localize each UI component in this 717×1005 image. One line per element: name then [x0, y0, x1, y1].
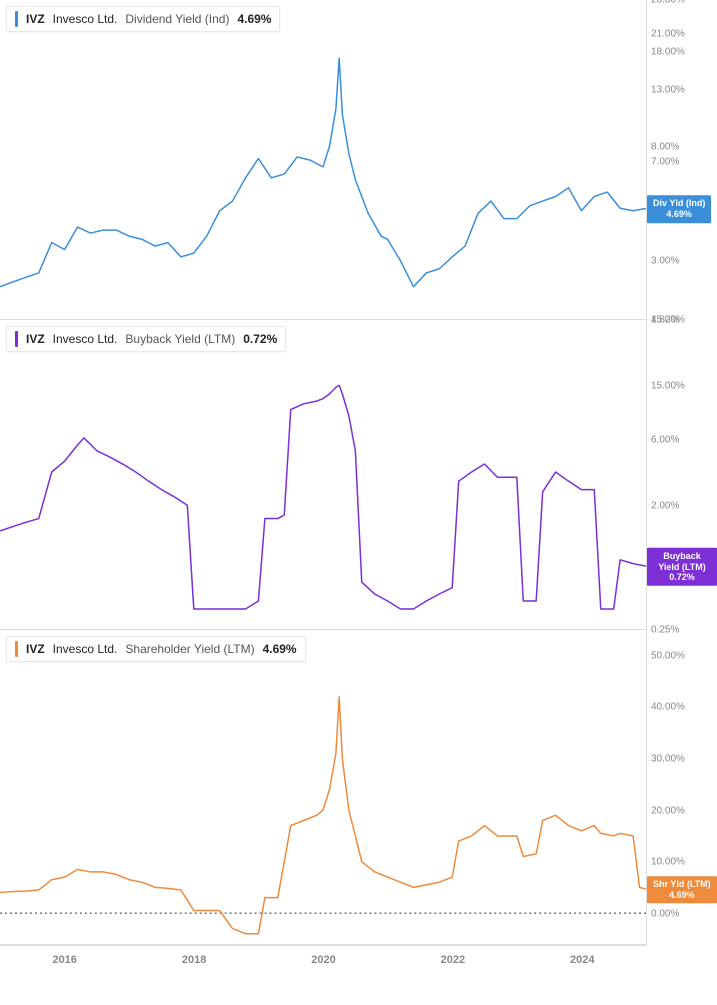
- chart-panel-shareholder[interactable]: IVZ Invesco Ltd. Shareholder Yield (LTM) 4.…: [0, 630, 717, 975]
- x-tick: 2018: [182, 954, 206, 966]
- y-tick: 21.00%: [651, 28, 685, 39]
- metric-value: 0.72%: [243, 332, 277, 346]
- y-tick: 28.00%: [651, 0, 685, 6]
- chart-header-dividend[interactable]: IVZ Invesco Ltd. Dividend Yield (Ind) 4.69%: [6, 6, 280, 32]
- current-value-badge-dividend[interactable]: Div Yld (Ind)4.69%: [647, 195, 711, 223]
- line-chart-shareholder: [0, 630, 646, 944]
- y-tick: 2.00%: [651, 500, 679, 511]
- metric-value: 4.69%: [263, 642, 297, 656]
- x-tick: 2022: [441, 954, 465, 966]
- y-tick: 15.00%: [651, 380, 685, 391]
- y-axis-buyback: 45.00%15.00%6.00%2.00%0.25%Buyback Yield…: [647, 320, 717, 630]
- badge-value: 4.69%: [653, 890, 711, 901]
- ticker-symbol: IVZ: [26, 642, 45, 656]
- company-name: Invesco Ltd.: [53, 332, 118, 346]
- y-tick: 50.00%: [651, 650, 685, 661]
- line-chart-buyback: [0, 320, 646, 629]
- y-tick: 8.00%: [651, 141, 679, 152]
- company-name: Invesco Ltd.: [53, 12, 118, 26]
- y-tick: 6.00%: [651, 435, 679, 446]
- line-chart-dividend: [0, 0, 646, 319]
- plot-area-buyback[interactable]: [0, 320, 647, 630]
- badge-value: 0.72%: [653, 572, 711, 583]
- badge-label: Buyback Yield (LTM): [653, 551, 711, 573]
- metric-value: 4.69%: [237, 12, 271, 26]
- ticker-symbol: IVZ: [26, 12, 45, 26]
- current-value-badge-buyback[interactable]: Buyback Yield (LTM)0.72%: [647, 548, 717, 586]
- y-tick: 30.00%: [651, 754, 685, 765]
- y-tick: 10.00%: [651, 857, 685, 868]
- y-tick: 40.00%: [651, 702, 685, 713]
- y-tick: 0.00%: [651, 909, 679, 920]
- metric-label: Dividend Yield (Ind): [125, 12, 229, 26]
- x-tick: 2024: [570, 954, 594, 966]
- x-tick: 2016: [52, 954, 76, 966]
- chart-header-buyback[interactable]: IVZ Invesco Ltd. Buyback Yield (LTM) 0.72%: [6, 326, 286, 352]
- y-tick: 20.00%: [651, 805, 685, 816]
- y-axis-dividend: 28.00%21.00%18.00%13.00%8.00%7.00%5.00%3…: [647, 0, 717, 320]
- y-axis-shareholder: 50.00% 40.00% 30.00% 20.00% 10.00% 0.00% Shr Y…: [647, 630, 717, 945]
- current-value-badge-shareholder[interactable]: Shr Yld (LTM)4.69%: [647, 876, 717, 904]
- metric-label: Shareholder Yield (LTM): [125, 642, 254, 656]
- company-name: Invesco Ltd.: [53, 642, 118, 656]
- chart-panel-buyback[interactable]: IVZInvesco Ltd.Buyback Yield (LTM)0.72%4…: [0, 320, 717, 630]
- badge-label: Div Yld (Ind): [653, 198, 705, 209]
- y-tick: 13.00%: [651, 84, 685, 95]
- plot-area-dividend[interactable]: [0, 0, 647, 320]
- charts-container: IVZ Invesco Ltd. Dividend Yield (Ind) 4.69%…: [0, 0, 717, 1005]
- x-axis: 2016 2018 2020 2022 2024: [0, 945, 647, 975]
- x-tick: 2020: [311, 954, 335, 966]
- color-indicator: [15, 11, 18, 27]
- badge-label: Shr Yld (LTM): [653, 879, 711, 890]
- ticker-symbol: IVZ: [26, 332, 45, 346]
- metric-label: Buyback Yield (LTM): [125, 332, 235, 346]
- y-tick: 18.00%: [651, 46, 685, 57]
- badge-value: 4.69%: [653, 209, 705, 220]
- chart-header-shareholder[interactable]: IVZ Invesco Ltd. Shareholder Yield (LTM) 4.…: [6, 636, 306, 662]
- y-tick: 3.00%: [651, 256, 679, 267]
- y-tick: 45.00%: [651, 315, 685, 326]
- color-indicator: [15, 331, 18, 347]
- chart-panel-dividend[interactable]: IVZ Invesco Ltd. Dividend Yield (Ind) 4.69%…: [0, 0, 717, 320]
- color-indicator: [15, 641, 18, 657]
- plot-area-shareholder[interactable]: [0, 630, 647, 945]
- y-tick: 7.00%: [651, 157, 679, 168]
